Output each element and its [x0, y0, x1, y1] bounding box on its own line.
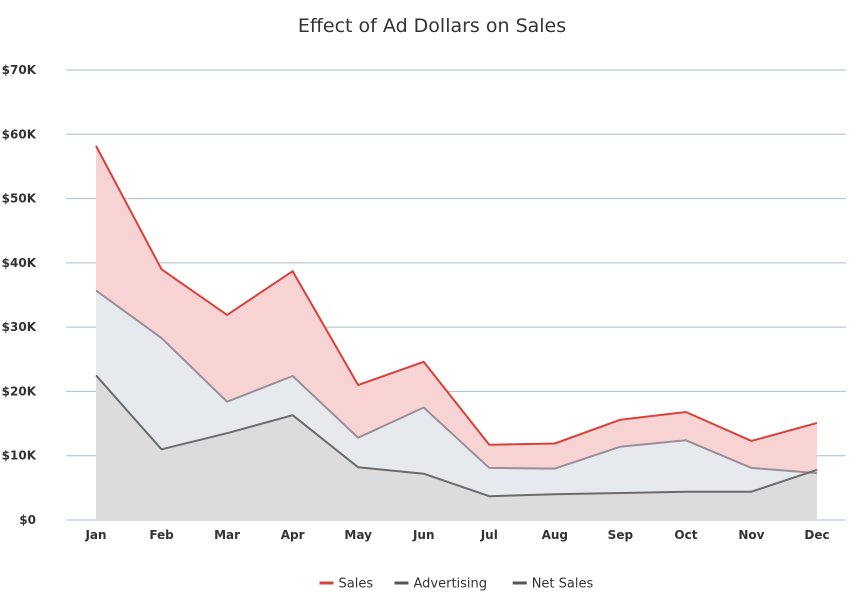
- legend-item-advertising[interactable]: Advertising: [394, 577, 488, 592]
- y-tick-label: $40K: [2, 256, 37, 270]
- y-tick-label: $70K: [2, 63, 37, 77]
- legend-item-net-sales[interactable]: Net Sales: [512, 577, 594, 592]
- legend: Sales Advertising Net Sales: [319, 577, 594, 592]
- line-net-sales: [95, 374, 818, 498]
- x-tick-label: Mar: [214, 528, 240, 542]
- line-sales: [95, 145, 818, 446]
- legend-item-sales[interactable]: Sales: [319, 577, 374, 592]
- line-advertising: [95, 289, 818, 475]
- x-tick-label: Feb: [149, 528, 174, 542]
- y-tick-label: $50K: [2, 192, 37, 206]
- x-tick-label: Oct: [674, 528, 697, 542]
- x-tick-label: Dec: [804, 528, 829, 542]
- y-tick-label: $10K: [2, 449, 37, 463]
- y-tick-label: $20K: [2, 384, 37, 398]
- x-tick-label: Jul: [480, 528, 498, 542]
- x-tick-label: Jun: [412, 528, 435, 542]
- legend-label: Advertising: [414, 577, 488, 592]
- x-tick-label: Aug: [542, 528, 568, 542]
- series-lines: [95, 145, 818, 498]
- chart-title: Effect of Ad Dollars on Sales: [298, 15, 566, 37]
- x-axis-ticks: Jan Feb Mar Apr May Jun Jul Aug Sep Oct Nov Dec: [84, 528, 829, 542]
- x-tick-label: Apr: [281, 528, 305, 542]
- y-axis-ticks: $0 $10K $20K $30K $40K $50K $60K $70K: [2, 63, 37, 527]
- x-tick-label: May: [344, 528, 372, 542]
- x-tick-label: Nov: [738, 528, 764, 542]
- x-tick-label: Jan: [84, 528, 106, 542]
- legend-label: Sales: [339, 577, 374, 592]
- areas: [96, 145, 817, 520]
- x-tick-label: Sep: [608, 528, 634, 542]
- y-tick-label: $0: [19, 513, 36, 527]
- legend-label: Net Sales: [532, 577, 594, 592]
- area-net-sales: [96, 375, 817, 520]
- y-tick-label: $30K: [2, 320, 37, 334]
- y-tick-label: $60K: [2, 127, 37, 141]
